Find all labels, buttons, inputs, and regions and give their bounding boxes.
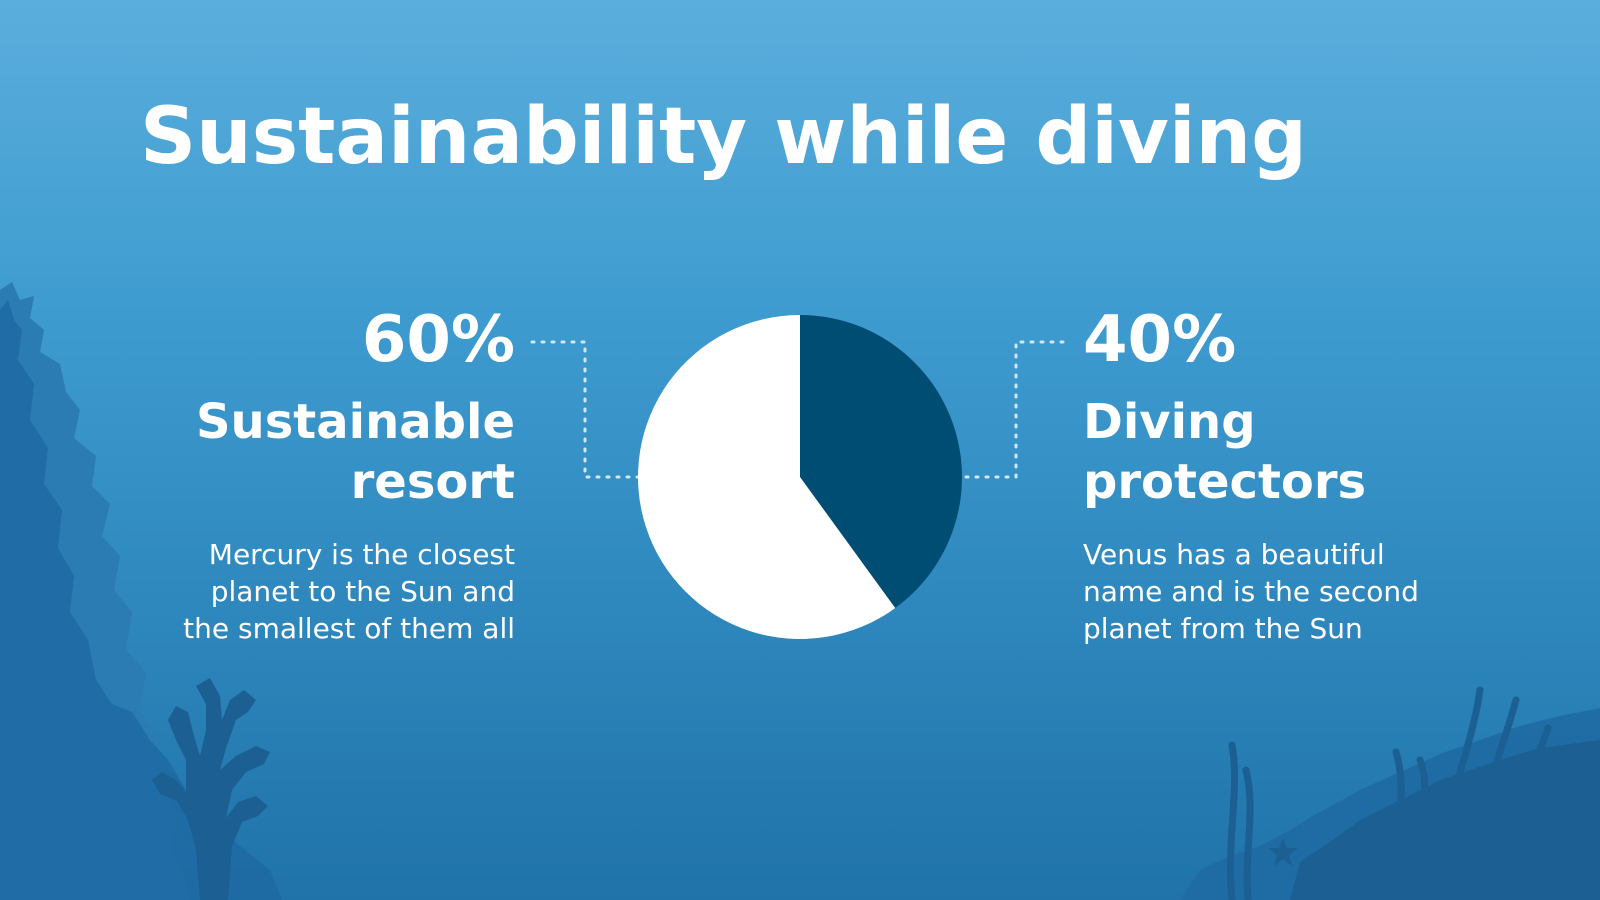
- right-percent: 40%: [1083, 303, 1237, 377]
- left-heading-line1: Sustainable: [195, 394, 515, 450]
- right-heading-line1: Diving: [1083, 394, 1256, 450]
- left-desc-line1: Mercury is the closest: [208, 538, 515, 571]
- left-desc-line2: planet to the Sun and: [210, 575, 515, 608]
- pie-slice-sustainable-resort: [637, 315, 896, 639]
- right-desc-line2: name and is the second: [1083, 575, 1419, 608]
- right-heading-line2: protectors: [1083, 454, 1367, 510]
- right-desc-line1: Venus has a beautiful: [1083, 538, 1385, 571]
- left-stat: 60% Sustainable resort Mercury is the cl…: [115, 300, 515, 647]
- right-connector: [964, 340, 1070, 479]
- right-heading: Diving protectors: [1083, 392, 1483, 512]
- seaweed-icon: [1226, 686, 1552, 900]
- left-connector: [530, 340, 640, 479]
- left-heading-line2: resort: [350, 454, 515, 510]
- slide-title: Sustainability while diving: [140, 92, 1307, 182]
- pie-slice-diving-protectors: [800, 315, 962, 609]
- starfish-icon: [1268, 838, 1298, 866]
- left-description: Mercury is the closest planet to the Sun…: [115, 536, 515, 647]
- right-description: Venus has a beautiful name and is the se…: [1083, 536, 1483, 647]
- right-stat: 40% Diving protectors Venus has a beauti…: [1083, 300, 1483, 647]
- left-desc-line3: the smallest of them all: [183, 612, 515, 645]
- left-rock-silhouette: [0, 300, 282, 900]
- coral-icon: [152, 678, 270, 900]
- pie-slices: [637, 315, 962, 639]
- right-desc-line3: planet from the Sun: [1083, 612, 1363, 645]
- left-heading: Sustainable resort: [115, 392, 515, 512]
- left-percent: 60%: [361, 303, 515, 377]
